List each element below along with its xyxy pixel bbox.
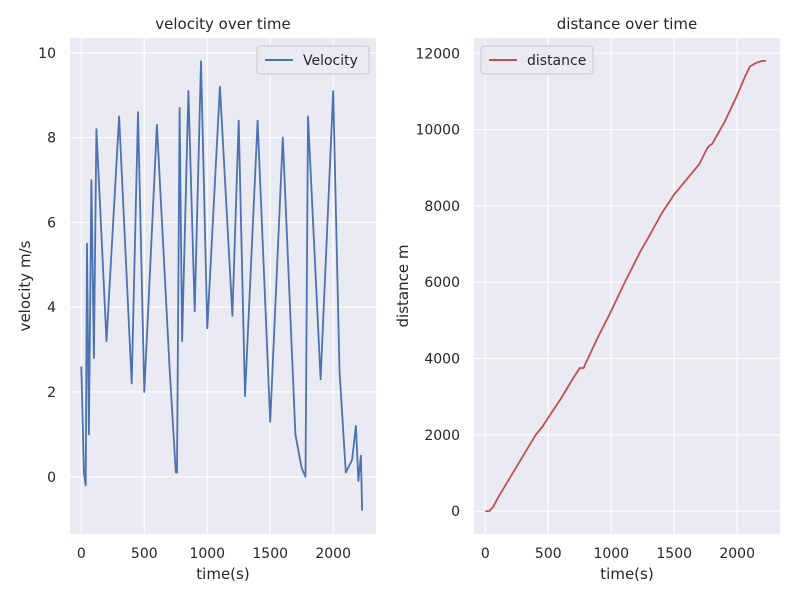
y-tick-label: 4000 — [424, 351, 460, 367]
legend-box — [480, 45, 594, 75]
legend: distance — [480, 45, 594, 75]
velocity-plot-panel: 0 500 1000 1500 2000 0 2 4 6 8 10 velocity over tim… — [16, 15, 376, 583]
legend-label: distance — [527, 53, 586, 69]
x-tick-label: 1500 — [656, 546, 692, 562]
x-tick-label: 0 — [481, 546, 490, 562]
y-tick-label: 6 — [47, 215, 56, 231]
x-axis-label: time(s) — [196, 565, 249, 583]
y-tick-label: 8 — [47, 131, 56, 147]
velocity-series-line — [80, 60, 363, 511]
y-tick-label: 2000 — [424, 428, 460, 444]
distance-series-line — [485, 60, 767, 513]
legend-label: Velocity — [303, 53, 358, 69]
y-tick-label: 2 — [47, 385, 56, 401]
distance-plot-panel: 0 500 1000 1500 2000 0 2000 4000 6000 8000 10000 12… — [394, 15, 780, 583]
chart-title: velocity over time — [155, 15, 291, 33]
y-axis-label: distance m — [394, 245, 412, 328]
y-tick-label: 10000 — [415, 123, 460, 139]
x-tick-label: 500 — [535, 546, 562, 562]
x-tick-label: 1000 — [189, 546, 225, 562]
x-tick-label: 0 — [77, 546, 86, 562]
y-axis-label: velocity m/s — [16, 240, 34, 331]
y-tick-label: 10 — [38, 46, 56, 62]
y-tick-label: 6000 — [424, 275, 460, 291]
x-tick-label: 500 — [131, 546, 158, 562]
x-tick-label: 2000 — [315, 546, 351, 562]
legend-box — [256, 45, 370, 75]
y-tick-label: 0 — [451, 504, 460, 520]
legend: Velocity — [256, 45, 370, 75]
x-tick-label: 2000 — [719, 546, 755, 562]
velocity-plot-area — [70, 38, 376, 534]
x-tick-label: 1000 — [593, 546, 629, 562]
y-tick-label: 12000 — [415, 46, 460, 62]
chart-title: distance over time — [557, 15, 697, 33]
x-axis-label: time(s) — [600, 565, 653, 583]
x-tick-label: 1500 — [252, 546, 288, 562]
y-tick-label: 0 — [47, 470, 56, 486]
y-tick-label: 8000 — [424, 199, 460, 215]
y-tick-label: 4 — [47, 300, 56, 316]
